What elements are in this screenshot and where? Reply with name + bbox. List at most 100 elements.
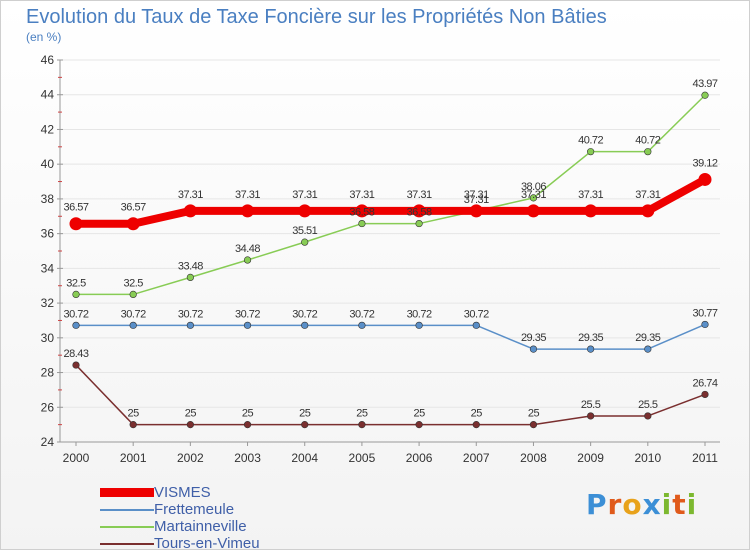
data-label-frettemeule-2002: 30.72 — [178, 308, 203, 320]
point-frettemeule-2005 — [358, 321, 366, 329]
data-label-vismes-2004: 37.31 — [292, 189, 317, 201]
data-label-tours-en-vimeu-2009: 25.5 — [581, 399, 601, 411]
point-frettemeule-2008 — [529, 345, 538, 353]
x-tick-label-2003: 2003 — [234, 451, 261, 465]
point-tours-en-vimeu-2005 — [358, 421, 366, 429]
data-label-frettemeule-2000: 30.72 — [63, 308, 88, 320]
data-label-tours-en-vimeu-2006: 25 — [413, 408, 425, 420]
y-tick-label-44: 44 — [41, 88, 55, 102]
data-label-martainneville-2005: 36.58 — [349, 207, 374, 219]
data-label-vismes-2007: 37.31 — [464, 189, 489, 201]
y-tick-label-42: 42 — [41, 122, 55, 136]
data-label-frettemeule-2003: 30.72 — [235, 308, 260, 320]
series-line-tours-en-vimeu — [75, 364, 706, 426]
point-tours-en-vimeu-2011 — [701, 390, 709, 399]
y-tick-label-30: 30 — [41, 331, 55, 345]
data-label-vismes-2010: 37.31 — [635, 189, 660, 201]
proxiti-logo: Proxiti — [586, 488, 697, 521]
data-label-frettemeule-2004: 30.72 — [292, 308, 317, 320]
data-label-frettemeule-2010: 29.35 — [635, 332, 660, 344]
point-martainneville-2003 — [243, 256, 252, 264]
legend-swatch-frettemeule — [100, 509, 154, 511]
point-vismes-2009 — [584, 204, 598, 218]
logo-letter-3: x — [642, 488, 662, 521]
point-frettemeule-2000 — [72, 321, 80, 329]
data-label-martainneville-2011: 43.97 — [692, 78, 717, 90]
x-tick-label-2011: 2011 — [692, 451, 718, 465]
logo-letter-4: i — [661, 488, 673, 521]
y-tick-label-26: 26 — [41, 400, 55, 414]
series-line-frettemeule — [75, 323, 706, 350]
data-label-martainneville-2001: 32.5 — [123, 277, 143, 289]
x-tick-label-2000: 2000 — [63, 451, 90, 465]
grid-layer — [60, 59, 720, 443]
legend-swatch-vismes — [100, 488, 154, 497]
point-martainneville-2006 — [415, 219, 423, 228]
logo-letter-6: i — [686, 488, 698, 521]
x-tick-label-2001: 2001 — [120, 451, 147, 465]
data-label-frettemeule-2007: 30.72 — [464, 308, 489, 320]
x-tick-label-2008: 2008 — [520, 451, 547, 465]
series-line-vismes — [72, 175, 709, 228]
point-tours-en-vimeu-2000 — [72, 361, 80, 369]
data-label-frettemeule-2011: 30.77 — [692, 307, 717, 319]
y-tick-label-46: 46 — [41, 53, 55, 67]
point-tours-en-vimeu-2009 — [587, 412, 595, 420]
data-label-martainneville-2004: 35.51 — [292, 225, 317, 237]
point-martainneville-2008 — [529, 194, 538, 202]
data-label-frettemeule-2001: 30.72 — [121, 308, 146, 320]
data-label-vismes-2009: 37.31 — [578, 189, 603, 201]
point-martainneville-2004 — [301, 238, 309, 246]
point-tours-en-vimeu-2006 — [415, 421, 423, 429]
point-frettemeule-2007 — [472, 321, 480, 329]
data-label-martainneville-2002: 33.48 — [178, 260, 203, 272]
data-label-tours-en-vimeu-2000: 28.43 — [63, 348, 88, 360]
data-label-vismes-2000: 36.57 — [63, 202, 88, 214]
data-label-frettemeule-2008: 29.35 — [521, 332, 546, 344]
legend-label-tours-en-vimeu: Tours-en-Vimeu — [154, 535, 260, 552]
point-tours-en-vimeu-2001 — [129, 421, 137, 429]
data-label-vismes-2003: 37.31 — [235, 189, 260, 201]
legend-label-martainneville: Martainneville — [154, 518, 247, 535]
y-tick-label-36: 36 — [41, 227, 55, 241]
point-vismes-2006 — [412, 204, 426, 218]
logo-letter-1: r — [607, 488, 623, 521]
data-label-martainneville-2007: 37.31 — [464, 194, 489, 206]
legend-label-vismes: VISMES — [154, 484, 211, 501]
point-tours-en-vimeu-2004 — [301, 421, 309, 429]
point-vismes-2000 — [69, 217, 83, 231]
data-label-vismes-2008: 37.31 — [521, 189, 546, 201]
x-tick-label-2002: 2002 — [177, 451, 204, 465]
point-vismes-2004 — [298, 204, 312, 218]
point-martainneville-2005 — [358, 219, 366, 228]
data-label-martainneville-2009: 40.72 — [578, 135, 603, 147]
logo-letter-5: t — [672, 488, 687, 521]
point-frettemeule-2003 — [243, 321, 252, 329]
point-martainneville-2010 — [644, 148, 652, 156]
data-label-frettemeule-2005: 30.72 — [349, 308, 374, 320]
point-vismes-2005 — [355, 204, 369, 218]
data-label-tours-en-vimeu-2007: 25 — [471, 408, 483, 420]
point-martainneville-2002 — [186, 273, 194, 281]
data-label-vismes-2001: 36.57 — [121, 202, 146, 214]
data-label-vismes-2002: 37.31 — [178, 189, 203, 201]
point-tours-en-vimeu-2002 — [186, 421, 194, 429]
data-label-martainneville-2006: 36.58 — [407, 207, 432, 219]
point-frettemeule-2010 — [644, 345, 652, 353]
data-label-frettemeule-2009: 29.35 — [578, 332, 603, 344]
legend-swatch-tours-en-vimeu — [100, 543, 154, 545]
point-tours-en-vimeu-2003 — [243, 421, 252, 429]
point-frettemeule-2011 — [701, 320, 709, 329]
data-label-tours-en-vimeu-2008: 25 — [528, 408, 540, 420]
data-label-vismes-2011: 39.12 — [692, 157, 717, 169]
point-martainneville-2011 — [701, 91, 709, 99]
x-tick-label-2010: 2010 — [634, 451, 661, 465]
data-label-tours-en-vimeu-2005: 25 — [356, 408, 368, 420]
point-frettemeule-2009 — [587, 345, 595, 353]
point-vismes-2011 — [698, 172, 712, 186]
data-label-martainneville-2000: 32.5 — [66, 277, 86, 289]
data-label-frettemeule-2006: 30.72 — [407, 308, 432, 320]
point-frettemeule-2002 — [186, 321, 194, 329]
